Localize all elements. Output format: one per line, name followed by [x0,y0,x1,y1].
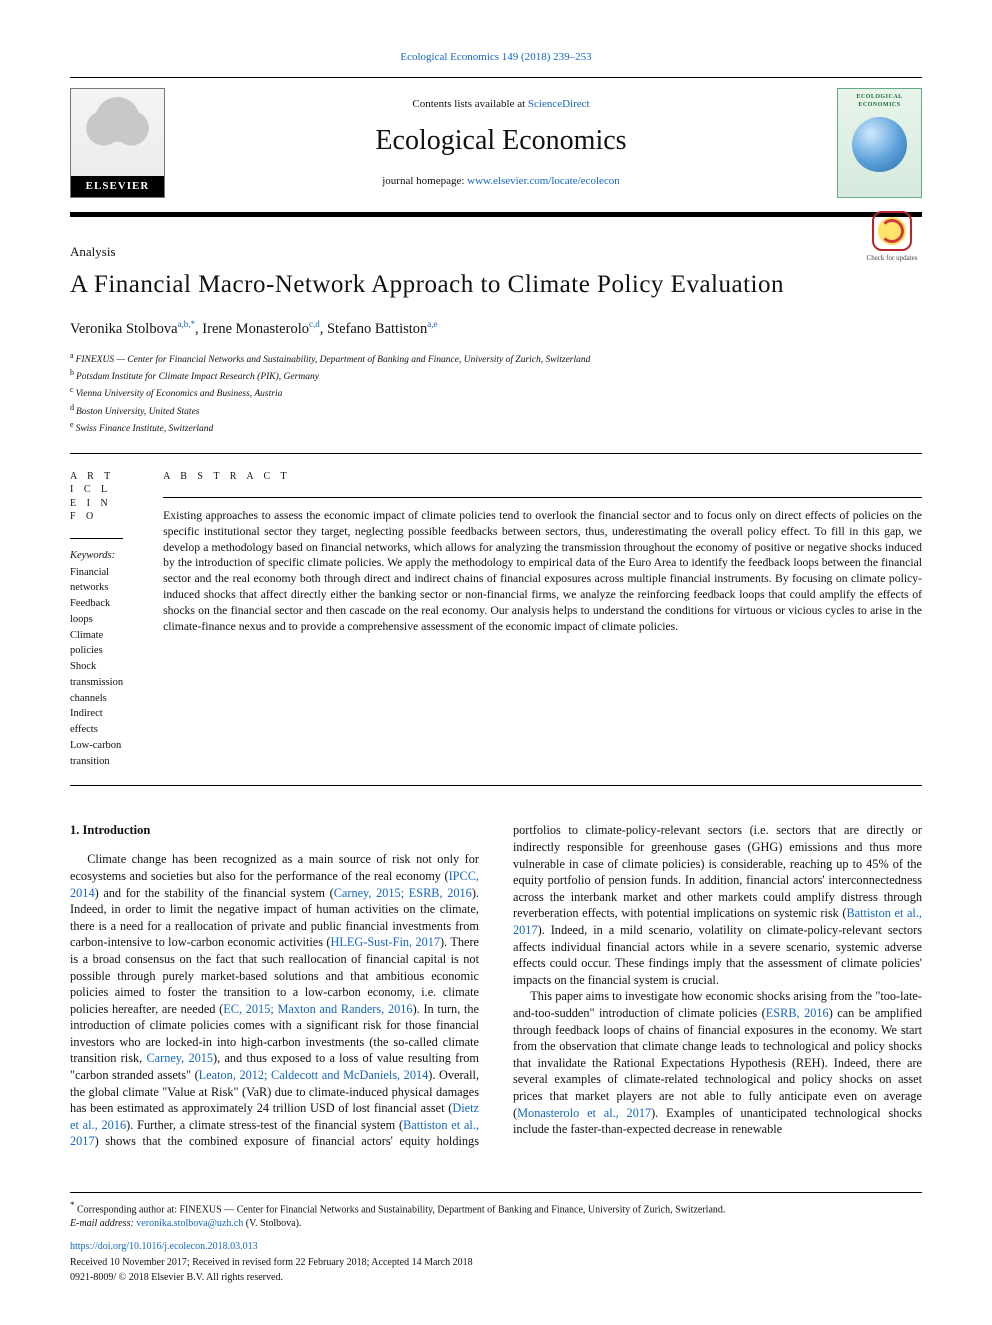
citation[interactable]: HLEG-Sust-Fin, 2017 [330,935,440,949]
citation[interactable]: EC, 2015; Maxton and Randers, 2016 [223,1002,412,1016]
affil-key: e [70,420,74,429]
article-type: Analysis [70,243,862,261]
journal-cover-thumbnail: ECOLOGICAL ECONOMICS [837,88,922,198]
keyword: Financial networks [70,565,123,597]
corresponding-author-footnote: * Corresponding author at: FINEXUS — Cen… [70,1199,922,1230]
masthead: ELSEVIER Contents lists available at Sci… [70,77,922,217]
author-3-affil: a,e [427,319,437,329]
contents-prefix: Contents lists available at [412,98,527,110]
affiliation-c: cVienna University of Economics and Busi… [70,384,922,401]
abstract-rule [163,497,922,498]
author-1: Veronika Stolbova [70,321,178,337]
article-title: A Financial Macro-Network Approach to Cl… [70,268,862,302]
keyword: Shock transmission channels [70,659,123,706]
text-run: Climate change has been recognized as a … [70,852,479,883]
body-two-column: 1. Introduction Climate change has been … [70,822,922,1150]
rule-bottom [70,785,922,786]
homepage-prefix: journal homepage: [382,175,467,187]
check-updates-caption: Check for updates [862,255,922,263]
keyword: Feedback loops [70,596,123,628]
affil-text: Swiss Finance Institute, Switzerland [76,424,214,434]
footnote-separator [70,1192,922,1193]
affil-text: Potsdam Institute for Climate Impact Res… [76,372,319,382]
homepage-line: journal homepage: www.elsevier.com/locat… [183,174,819,189]
cover-title: ECOLOGICAL ECONOMICS [842,93,917,109]
article-info-column: A R T I C L E I N F O Keywords: Financia… [70,470,123,770]
citation[interactable]: ESRB, 2016 [766,1006,829,1020]
keyword: Indirect effects [70,706,123,738]
affil-text: Boston University, United States [76,407,200,417]
copyright-line: 0921-8009/ © 2018 Elsevier B.V. All righ… [70,1271,922,1285]
journal-homepage-link[interactable]: www.elsevier.com/locate/ecolecon [467,175,620,187]
journal-name: Ecological Economics [183,122,819,160]
text-run: ) can be amplified through feedback loop… [513,1006,922,1120]
affil-key: c [70,385,74,394]
author-2: Irene Monasterolo [202,321,309,337]
corresponding-email-link[interactable]: veronika.stolbova@uzh.ch [136,1218,243,1229]
journal-reference: Ecological Economics 149 (2018) 239–253 [70,50,922,65]
citation[interactable]: Carney, 2015 [146,1051,213,1065]
rule-top [70,453,922,454]
text-run: ) and for the stability of the financial… [95,886,334,900]
body-paragraph-2: This paper aims to investigate how econo… [513,988,922,1137]
info-abstract-row: A R T I C L E I N F O Keywords: Financia… [70,470,922,770]
author-3: Stefano Battiston [327,321,427,337]
authors-line: Veronika Stolbovaa,b,*, Irene Monasterol… [70,318,922,339]
affil-key: b [70,368,74,377]
author-1-affil: a,b,* [178,319,196,329]
cover-globe-icon [852,117,907,172]
affil-text: Vienna University of Economics and Busin… [76,390,283,400]
affiliation-e: eSwiss Finance Institute, Switzerland [70,419,922,436]
masthead-center: Contents lists available at ScienceDirec… [183,97,819,188]
affiliations: aFINEXUS — Center for Financial Networks… [70,350,922,437]
affil-key: d [70,403,74,412]
abstract-heading: A B S T R A C T [163,470,922,484]
section-1-heading: 1. Introduction [70,822,479,839]
abstract-column: A B S T R A C T Existing approaches to a… [163,470,922,770]
abstract-text: Existing approaches to assess the econom… [163,508,922,634]
footnote-text: Corresponding author at: FINEXUS — Cente… [77,1204,725,1215]
citation[interactable]: Leaton, 2012; Caldecott and McDaniels, 2… [199,1068,429,1082]
email-attribution: (V. Stolbova). [246,1218,302,1229]
article-info-heading: A R T I C L E I N F O [70,470,123,524]
citation[interactable]: Carney, 2015; ESRB, 2016 [334,886,472,900]
email-label: E-mail address: [70,1218,136,1229]
affiliation-d: dBoston University, United States [70,402,922,419]
affil-key: a [70,351,74,360]
sciencedirect-link[interactable]: ScienceDirect [528,98,590,110]
keyword: Climate policies [70,628,123,660]
keywords-heading: Keywords: [70,549,123,563]
affil-text: FINEXUS — Center for Financial Networks … [76,355,591,365]
crossmark-icon [872,211,912,251]
author-2-affil: c,d [309,319,320,329]
article-history: Received 10 November 2017; Received in r… [70,1256,922,1270]
publisher-logo: ELSEVIER [70,88,165,198]
text-run: ). Indeed, in a mild scenario, volatilit… [513,923,922,987]
check-updates-widget[interactable]: Check for updates [862,211,922,263]
affiliation-a: aFINEXUS — Center for Financial Networks… [70,350,922,367]
journal-reference-link[interactable]: Ecological Economics 149 (2018) 239–253 [400,51,591,63]
doi-link[interactable]: https://doi.org/10.1016/j.ecolecon.2018.… [70,1240,922,1254]
text-run: ). Further, a climate stress-test of the… [126,1118,403,1132]
keyword: Low-carbon transition [70,738,123,770]
citation[interactable]: Monasterolo et al., 2017 [517,1106,651,1120]
affiliation-b: bPotsdam Institute for Climate Impact Re… [70,367,922,384]
publisher-name: ELSEVIER [71,176,164,197]
contents-available-line: Contents lists available at ScienceDirec… [183,97,819,112]
info-rule [70,538,123,539]
footnote-mark: * [70,1200,75,1210]
publisher-tree-icon [71,89,164,176]
